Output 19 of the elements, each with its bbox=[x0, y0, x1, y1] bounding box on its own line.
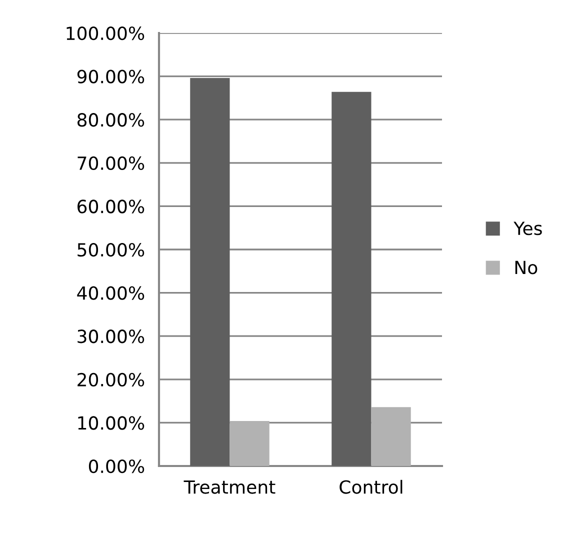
bar bbox=[190, 78, 230, 466]
y-tick-label: 70.00% bbox=[78, 156, 144, 170]
bar bbox=[371, 407, 411, 466]
y-tick-label: 20.00% bbox=[78, 372, 144, 387]
y-tick-label: 90.00% bbox=[77, 70, 144, 84]
y-tick-label: 80.00% bbox=[77, 113, 144, 127]
y-tick-label: 30.00% bbox=[78, 330, 144, 344]
y-tick-label: 10.00% bbox=[78, 416, 144, 430]
legend-label: Yes bbox=[514, 222, 542, 236]
bar bbox=[332, 92, 372, 466]
x-tick-label: Control bbox=[340, 480, 402, 494]
x-tick-label: Treatment bbox=[184, 480, 276, 494]
y-tick-label: 50.00% bbox=[78, 242, 144, 257]
y-tick-label: 0.00% bbox=[88, 459, 144, 474]
y-tick-label: 60.00% bbox=[78, 200, 144, 214]
bar bbox=[230, 420, 270, 466]
y-tick-label: 40.00% bbox=[77, 286, 144, 300]
legend-label: No bbox=[515, 260, 538, 274]
y-tick-label: 100.00% bbox=[66, 26, 144, 40]
